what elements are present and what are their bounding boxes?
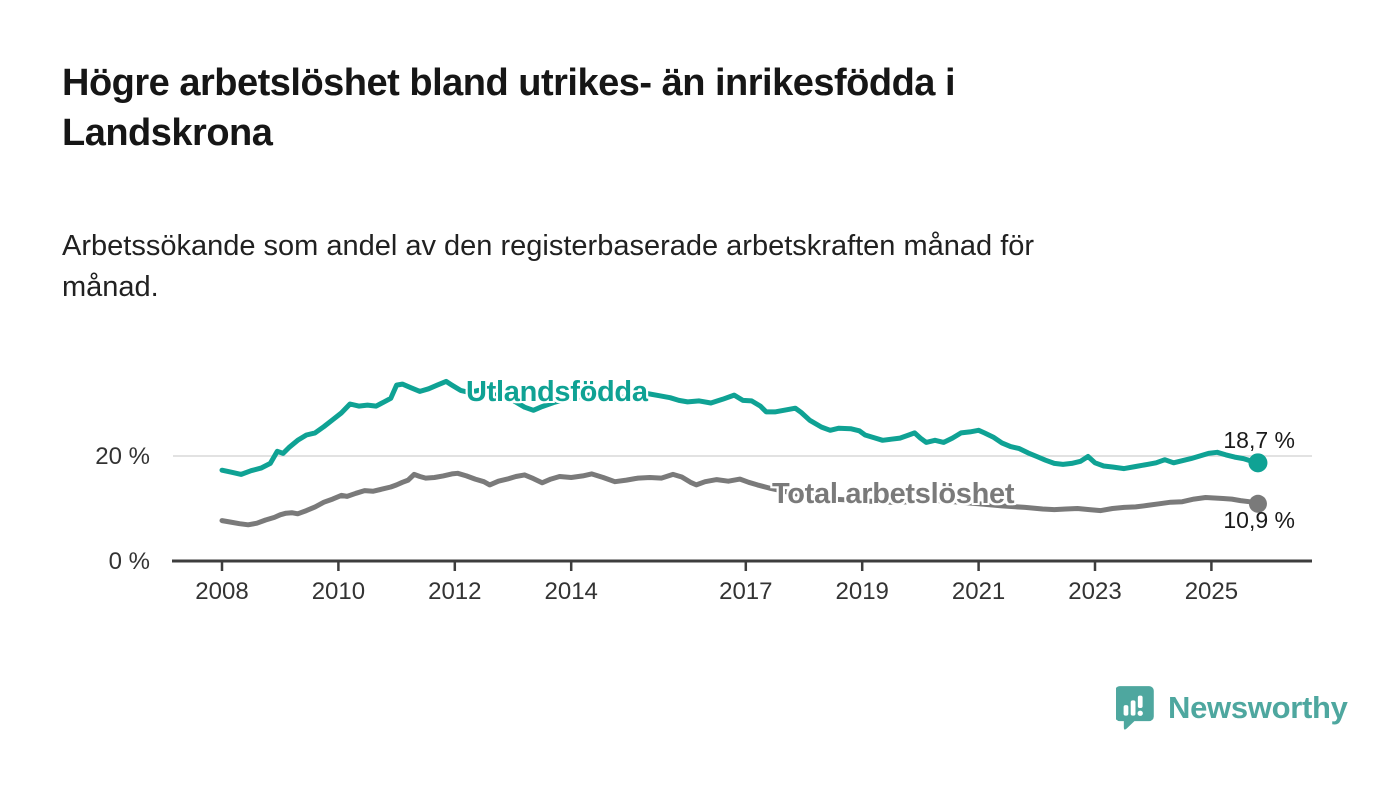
x-tick-label: 2021 xyxy=(952,578,1005,605)
end-value-label-utlandsfodda: 18,7 % xyxy=(1223,427,1295,453)
x-tick-label: 2025 xyxy=(1185,578,1238,605)
chart-subtitle: Arbetssökande som andel av den registerb… xyxy=(62,230,1035,303)
x-tick-label: 2012 xyxy=(428,578,481,605)
x-tick-label: 2019 xyxy=(836,578,889,605)
x-tick-label: 2023 xyxy=(1068,578,1121,605)
series-end-dot xyxy=(1248,453,1268,473)
x-tick-label: 2008 xyxy=(195,578,248,605)
end-value-label-total: 10,9 % xyxy=(1223,507,1295,533)
series-label-total-arbetsloshet: Total arbetslöshet xyxy=(772,478,1015,510)
x-tick-label: 2017 xyxy=(719,578,772,605)
y-tick-label: 20 % xyxy=(95,443,150,470)
series-label-utlandsfodda: Utlandsfödda xyxy=(466,376,648,408)
newsworthy-logo-text: Newsworthy xyxy=(1168,690,1348,725)
y-tick-label: 0 % xyxy=(109,548,150,575)
x-tick-label: 2010 xyxy=(312,578,365,605)
newsworthy-logo: Newsworthy xyxy=(1116,684,1348,732)
chart-title: Högre arbetslöshet bland utrikes- än inr… xyxy=(62,62,956,154)
x-tick-label: 2014 xyxy=(545,578,598,605)
newsworthy-logo-icon xyxy=(1116,686,1154,730)
series-end-dot xyxy=(1248,494,1267,513)
